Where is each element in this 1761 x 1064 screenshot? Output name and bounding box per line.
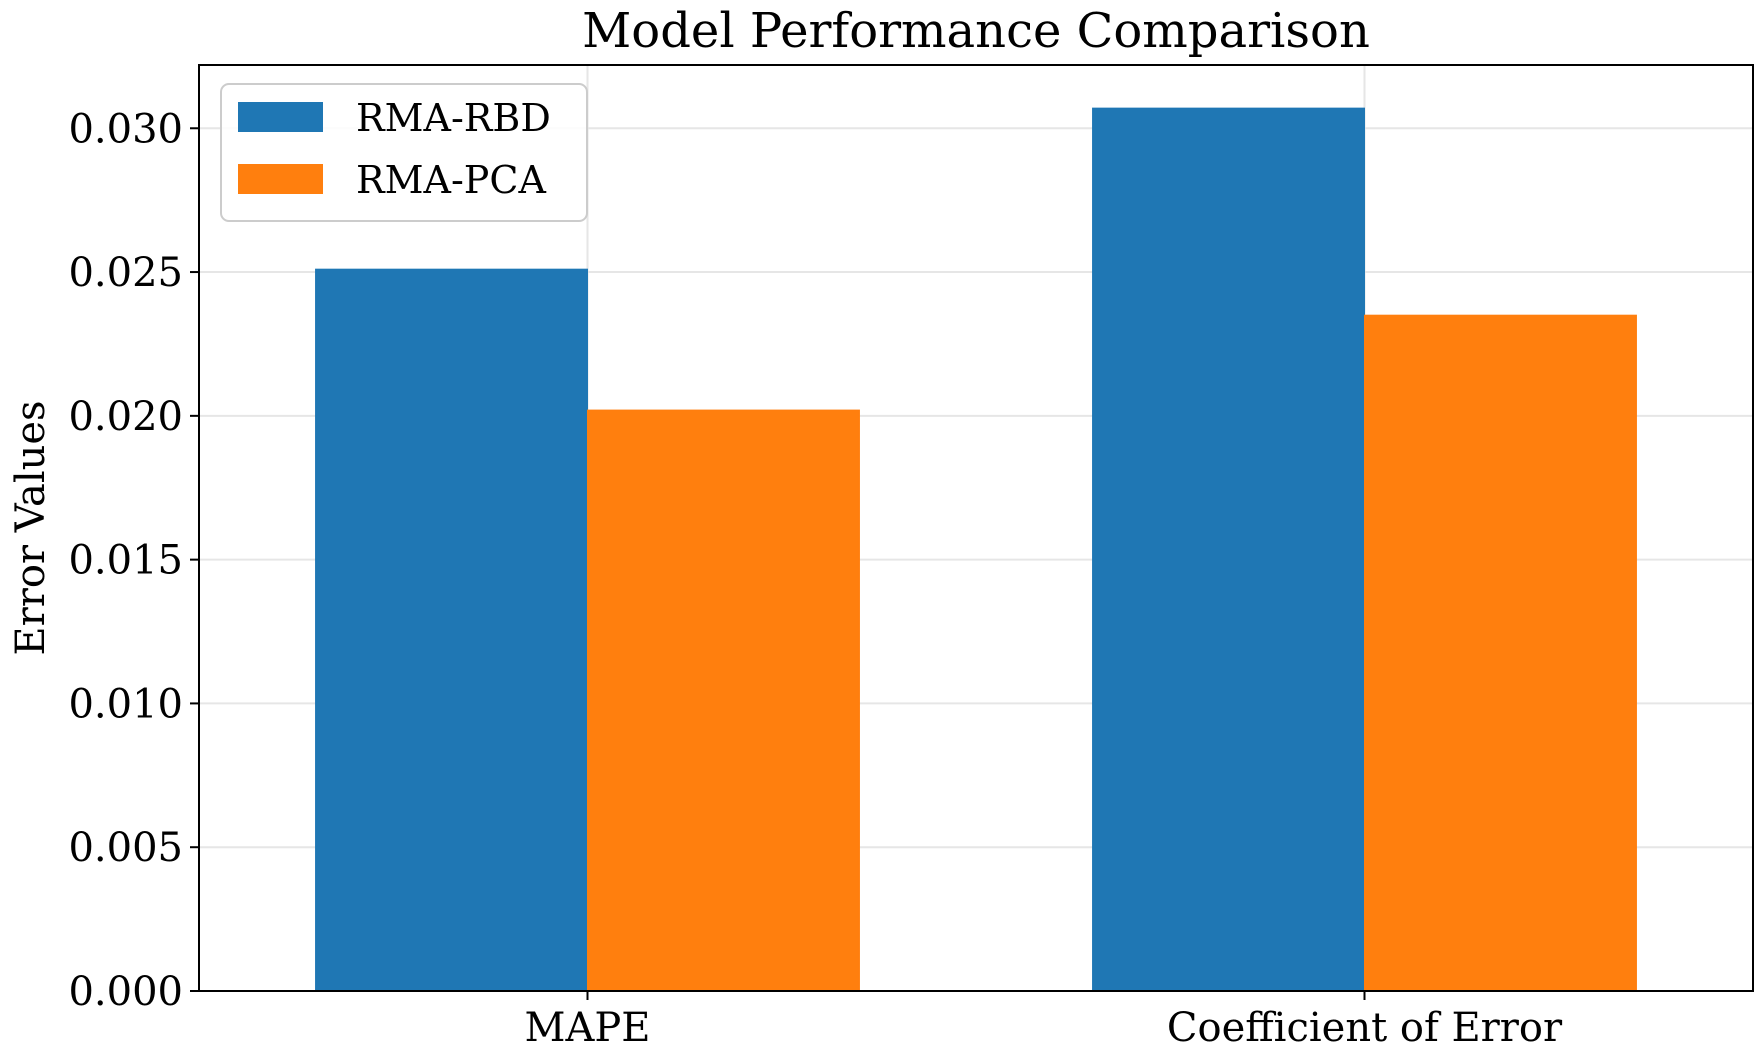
y-axis-ticks: 0.000 0.005 0.010 0.015 0.020 0.025 0.030 <box>68 106 199 1015</box>
bars <box>315 107 1637 992</box>
legend-swatch <box>238 164 323 194</box>
y-tick-label: 0.005 <box>68 825 183 871</box>
x-axis-ticks: MAPE Coefficient of Error <box>525 991 1563 1051</box>
y-tick-label: 0.025 <box>68 250 183 296</box>
chart-title: Model Performance Comparison <box>582 3 1370 59</box>
bar-rma-pca-coefficient-of-error <box>1364 314 1637 992</box>
y-axis-label: Error Values <box>8 400 54 655</box>
legend-label: RMA-PCA <box>356 158 546 202</box>
x-tick-label: MAPE <box>525 1005 651 1051</box>
bar-rma-rbd-mape <box>315 268 588 992</box>
x-tick-label: Coefficient of Error <box>1167 1005 1563 1051</box>
y-tick-label: 0.020 <box>68 394 183 440</box>
y-tick-label: 0.030 <box>68 106 183 152</box>
bar-rma-rbd-coefficient-of-error <box>1092 107 1366 992</box>
legend: RMA-RBD RMA-PCA <box>220 83 588 222</box>
legend-label: RMA-RBD <box>356 96 551 140</box>
plot-area-frame <box>198 64 1754 992</box>
legend-swatch <box>238 102 323 132</box>
y-tick-label: 0.015 <box>68 538 183 584</box>
bar-rma-pca-mape <box>587 409 860 992</box>
y-tick-label: 0.010 <box>68 681 183 727</box>
y-tick-label: 0.000 <box>68 969 183 1015</box>
